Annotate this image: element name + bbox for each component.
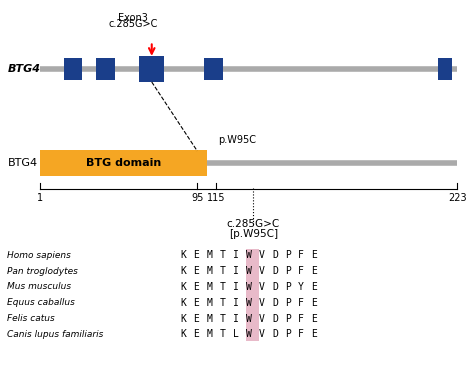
Text: E: E	[311, 250, 317, 260]
Text: E: E	[193, 250, 199, 260]
Text: I: I	[233, 313, 238, 324]
Text: F: F	[298, 313, 304, 324]
Text: E: E	[311, 313, 317, 324]
Text: V: V	[259, 298, 265, 308]
Text: T: T	[219, 266, 226, 276]
Text: D: D	[272, 329, 278, 339]
Bar	[204, 58, 223, 80]
Text: V: V	[259, 313, 265, 324]
Text: K: K	[180, 282, 186, 292]
Text: F: F	[298, 329, 304, 339]
Text: W: W	[246, 282, 252, 292]
Text: P: P	[285, 329, 291, 339]
Text: V: V	[259, 250, 265, 260]
Text: P: P	[285, 266, 291, 276]
Text: T: T	[219, 298, 226, 308]
Bar	[246, 249, 259, 341]
Bar	[438, 58, 453, 80]
Text: c.285G>C: c.285G>C	[227, 220, 280, 229]
Text: P: P	[285, 313, 291, 324]
Text: P: P	[285, 250, 291, 260]
Text: I: I	[233, 266, 238, 276]
Text: K: K	[180, 313, 186, 324]
Text: Mus musculus: Mus musculus	[8, 282, 72, 291]
Text: M: M	[206, 329, 212, 339]
Text: P: P	[285, 282, 291, 292]
Text: Exon3: Exon3	[118, 13, 148, 23]
Text: D: D	[272, 266, 278, 276]
Text: K: K	[180, 266, 186, 276]
Text: P: P	[285, 298, 291, 308]
Text: T: T	[219, 313, 226, 324]
Text: Canis lupus familiaris: Canis lupus familiaris	[8, 330, 104, 339]
Text: E: E	[193, 313, 199, 324]
Text: M: M	[206, 313, 212, 324]
Text: Y: Y	[298, 282, 304, 292]
Text: I: I	[233, 282, 238, 292]
Text: L: L	[233, 329, 238, 339]
Text: K: K	[180, 329, 186, 339]
Text: p.W95C: p.W95C	[218, 135, 256, 145]
Text: E: E	[193, 298, 199, 308]
Text: E: E	[193, 282, 199, 292]
Text: V: V	[259, 329, 265, 339]
Text: K: K	[180, 298, 186, 308]
Text: V: V	[259, 282, 265, 292]
Text: Felis catus: Felis catus	[8, 314, 55, 323]
Text: E: E	[193, 329, 199, 339]
Text: F: F	[298, 298, 304, 308]
Text: M: M	[206, 298, 212, 308]
Text: F: F	[298, 266, 304, 276]
Text: BTG4: BTG4	[8, 64, 40, 74]
Text: D: D	[272, 298, 278, 308]
Text: M: M	[206, 266, 212, 276]
Text: E: E	[193, 266, 199, 276]
Text: Homo sapiens: Homo sapiens	[8, 251, 72, 260]
Text: W: W	[246, 250, 252, 260]
Text: D: D	[272, 250, 278, 260]
Text: 1: 1	[37, 193, 43, 203]
Text: 223: 223	[448, 193, 466, 203]
Text: W: W	[246, 329, 252, 339]
Text: BTG domain: BTG domain	[86, 158, 161, 168]
Text: K: K	[180, 250, 186, 260]
Text: M: M	[206, 282, 212, 292]
Text: Pan troglodytes: Pan troglodytes	[8, 267, 78, 276]
Text: E: E	[311, 329, 317, 339]
Text: D: D	[272, 282, 278, 292]
Text: E: E	[311, 282, 317, 292]
Text: c.285G>C: c.285G>C	[109, 19, 158, 28]
Text: T: T	[219, 250, 226, 260]
Text: Equus caballus: Equus caballus	[8, 298, 75, 307]
Text: W: W	[246, 298, 252, 308]
Text: I: I	[233, 250, 238, 260]
Text: F: F	[298, 250, 304, 260]
Bar	[97, 58, 115, 80]
Text: BTG4: BTG4	[8, 158, 37, 168]
Text: E: E	[311, 298, 317, 308]
Text: 95: 95	[191, 193, 203, 203]
Text: W: W	[246, 313, 252, 324]
Text: W: W	[246, 266, 252, 276]
Text: 115: 115	[207, 193, 225, 203]
Text: T: T	[219, 282, 226, 292]
Bar	[138, 56, 164, 82]
Bar	[40, 150, 207, 176]
Bar	[64, 58, 82, 80]
Text: M: M	[206, 250, 212, 260]
Text: E: E	[311, 266, 317, 276]
Text: D: D	[272, 313, 278, 324]
Text: V: V	[259, 266, 265, 276]
Text: [p.W95C]: [p.W95C]	[229, 229, 278, 239]
Text: T: T	[219, 329, 226, 339]
Text: I: I	[233, 298, 238, 308]
